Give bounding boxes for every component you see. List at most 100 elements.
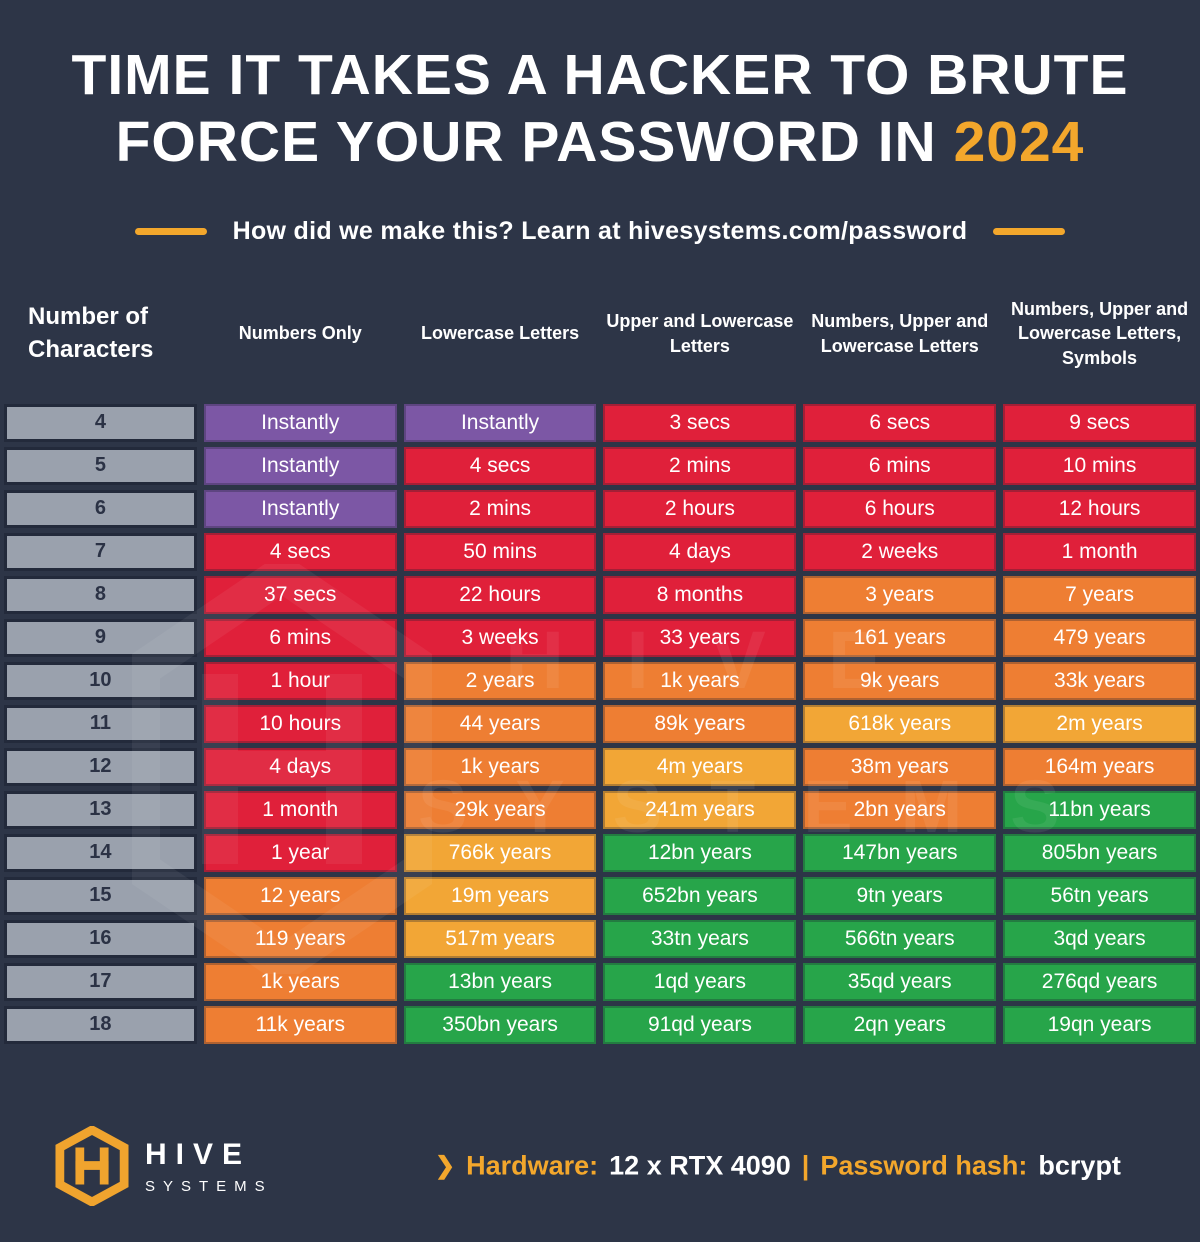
col-header-numbers-upper-lower: Numbers, Upper and Lowercase Letters — [811, 311, 989, 356]
time-cell: 2m years — [1003, 704, 1196, 743]
char-count-cell: 9 — [4, 618, 197, 657]
time-cell: 1qd years — [603, 962, 797, 1001]
time-cell: 6 mins — [803, 446, 997, 485]
subtitle-row: How did we make this? Learn at hivesyste… — [0, 217, 1200, 246]
char-count-cell: 6 — [4, 489, 197, 528]
time-cell: 12bn years — [603, 833, 797, 872]
divider: | — [801, 1150, 810, 1181]
page-title: TIME IT TAKES A HACKER TO BRUTE FORCE YO… — [0, 42, 1200, 177]
hardware-value: 12 x RTX 4090 — [609, 1150, 791, 1181]
time-cell: 19qn years — [1003, 1005, 1196, 1044]
time-cell: 3 years — [803, 575, 997, 614]
hardware-note: ❯ Hardware: 12 x RTX 4090 | Password has… — [435, 1151, 1121, 1182]
char-count-cell: 7 — [4, 532, 197, 571]
time-cell: 1k years — [203, 962, 397, 1001]
left-dash-icon — [134, 227, 207, 235]
footer: HIVE SYSTEMS ❯ Hardware: 12 x RTX 4090 |… — [0, 1090, 1200, 1242]
time-cell: 4 days — [603, 532, 797, 571]
time-cell: 276qd years — [1003, 962, 1196, 1001]
time-cell: Instantly — [403, 403, 597, 442]
char-count-cell: 8 — [4, 575, 197, 614]
time-cell: 517m years — [403, 919, 597, 958]
col-header-lowercase: Lowercase Letters — [421, 323, 580, 344]
table-header-row: Number of Characters Numbers Only Lowerc… — [0, 272, 1200, 396]
col-header-characters: Number of Characters — [28, 303, 154, 363]
time-cell: 10 hours — [203, 704, 397, 743]
time-cell: 37 secs — [203, 575, 397, 614]
time-cell: 13bn years — [403, 962, 597, 1001]
title-year: 2024 — [953, 110, 1085, 175]
time-cell: 4 days — [203, 747, 397, 786]
char-count-cell: 4 — [4, 403, 197, 442]
time-cell: 1 year — [203, 833, 397, 872]
time-cell: 3qd years — [1003, 919, 1196, 958]
time-cell: 7 years — [1003, 575, 1196, 614]
time-cell: 479 years — [1003, 618, 1196, 657]
time-cell: 147bn years — [803, 833, 997, 872]
char-count-cell: 10 — [4, 661, 197, 700]
char-count-cell: 11 — [4, 704, 197, 743]
time-cell: 161 years — [803, 618, 997, 657]
time-cell: 4 secs — [203, 532, 397, 571]
time-cell: 9tn years — [803, 876, 997, 915]
time-cell: 9k years — [803, 661, 997, 700]
time-cell: Instantly — [203, 403, 397, 442]
time-cell: 805bn years — [1003, 833, 1196, 872]
time-cell: 164m years — [1003, 747, 1196, 786]
title-line-2: FORCE YOUR PASSWORD IN 2024 — [115, 110, 1085, 175]
time-cell: 1k years — [403, 747, 597, 786]
time-cell: 2 weeks — [803, 532, 997, 571]
time-cell: 1 month — [1003, 532, 1196, 571]
char-count-cell: 14 — [4, 833, 197, 872]
chevron-icon: ❯ — [435, 1152, 456, 1180]
col-header-numbers-only: Numbers Only — [238, 323, 362, 344]
time-cell: 44 years — [403, 704, 597, 743]
time-cell: 2qn years — [803, 1005, 997, 1044]
time-cell: 8 months — [603, 575, 797, 614]
hash-value: bcrypt — [1038, 1150, 1121, 1181]
time-cell: 1k years — [603, 661, 797, 700]
hardware-label: Hardware: — [466, 1150, 599, 1181]
time-cell: 50 mins — [403, 532, 597, 571]
time-cell: 2bn years — [803, 790, 997, 829]
time-cell: 56tn years — [1003, 876, 1196, 915]
time-cell: Instantly — [203, 446, 397, 485]
brand-name: HIVE — [145, 1137, 252, 1171]
time-cell: 19m years — [403, 876, 597, 915]
time-cell: 11bn years — [1003, 790, 1196, 829]
time-cell: 29k years — [403, 790, 597, 829]
char-count-cell: 12 — [4, 747, 197, 786]
time-cell: 350bn years — [403, 1005, 597, 1044]
time-cell: 11k years — [203, 1005, 397, 1044]
hash-label: Password hash: — [820, 1150, 1028, 1181]
hive-logo-icon — [55, 1126, 129, 1206]
right-dash-icon — [993, 227, 1066, 235]
time-cell: 4m years — [603, 747, 797, 786]
time-cell: 10 mins — [1003, 446, 1196, 485]
subtitle-text: How did we make this? Learn at hivesyste… — [232, 216, 968, 245]
time-cell: 1 hour — [203, 661, 397, 700]
title-line-1: TIME IT TAKES A HACKER TO BRUTE — [71, 43, 1129, 107]
time-cell: 1 month — [203, 790, 397, 829]
time-cell: 33 years — [603, 618, 797, 657]
time-cell: 566tn years — [803, 919, 997, 958]
time-cell: 35qd years — [803, 962, 997, 1001]
time-cell: 33k years — [1003, 661, 1196, 700]
time-cell: 241m years — [603, 790, 797, 829]
char-count-cell: 13 — [4, 790, 197, 829]
brand-text: HIVE SYSTEMS — [145, 1138, 273, 1195]
time-cell: 2 years — [403, 661, 597, 700]
time-cell: 89k years — [603, 704, 797, 743]
time-cell: 33tn years — [603, 919, 797, 958]
char-count-cell: 16 — [4, 919, 197, 958]
time-cell: 618k years — [803, 704, 997, 743]
time-cell: 6 mins — [203, 618, 397, 657]
char-count-cell: 18 — [4, 1005, 197, 1044]
password-table: 4 Instantly Instantly 3 secs 6 secs 9 secs 5 In… — [0, 403, 1200, 1044]
time-cell: 12 hours — [1003, 489, 1196, 528]
char-count-cell: 15 — [4, 876, 197, 915]
col-header-numbers-upper-lower-symbols: Numbers, Upper and Lowercase Letters, Sy… — [1011, 299, 1189, 368]
time-cell: 3 secs — [603, 403, 797, 442]
col-header-upper-lower: Upper and Lowercase Letters — [606, 311, 794, 356]
time-cell: 119 years — [203, 919, 397, 958]
